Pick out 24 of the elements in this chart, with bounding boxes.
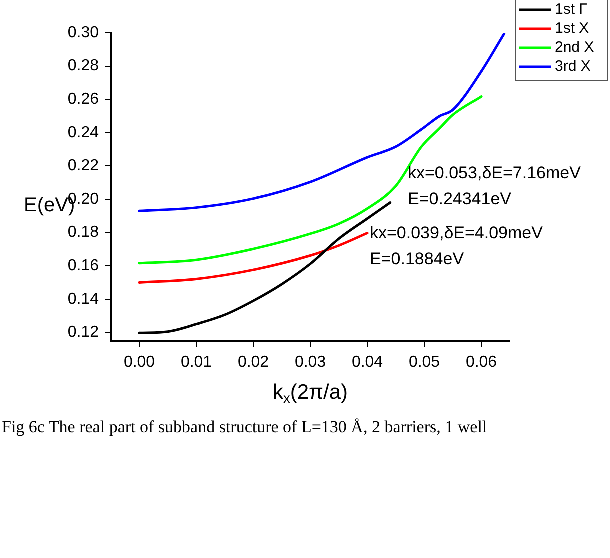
- y-tick-label: 0.14: [68, 290, 100, 308]
- y-tick-label: 0.28: [68, 58, 100, 75]
- y-tick-label: 0.26: [68, 91, 100, 108]
- x-tick-label: 0.00: [124, 354, 156, 372]
- annotation: kx=0.053,δE=7.16meV E=0.24341eV: [408, 164, 582, 209]
- legend-label: 3rd X: [555, 58, 591, 76]
- legend-label: 1st Γ: [555, 1, 588, 18]
- y-tick-label: 0.18: [68, 224, 100, 242]
- x-tick-label: 0.06: [466, 354, 498, 372]
- line-series: [138, 232, 369, 284]
- legend-label: 1st X: [555, 20, 590, 38]
- x-tick-label: 0.04: [352, 354, 384, 372]
- y-tick-label: 0.22: [68, 158, 100, 175]
- caption: Fig 6c The real part of subband structure of L=130 Å, 2 barriers, 1 well: [2, 417, 488, 436]
- legend-label: 2nd X: [555, 39, 594, 56]
- x-tick-label: 0.03: [294, 354, 326, 372]
- x-tick-label: 0.02: [238, 354, 270, 372]
- x-tick-label: 0.01: [180, 354, 212, 372]
- y-tick-label: 0.24: [68, 124, 100, 142]
- annotation: kx=0.039,δE=4.09meV E=0.1884eV: [370, 224, 544, 269]
- y-tick-label: 0.16: [68, 257, 100, 274]
- y-tick-label: 0.30: [68, 24, 100, 42]
- x-tick-label: 0.05: [408, 354, 440, 372]
- y-tick-label: 0.12: [68, 324, 100, 342]
